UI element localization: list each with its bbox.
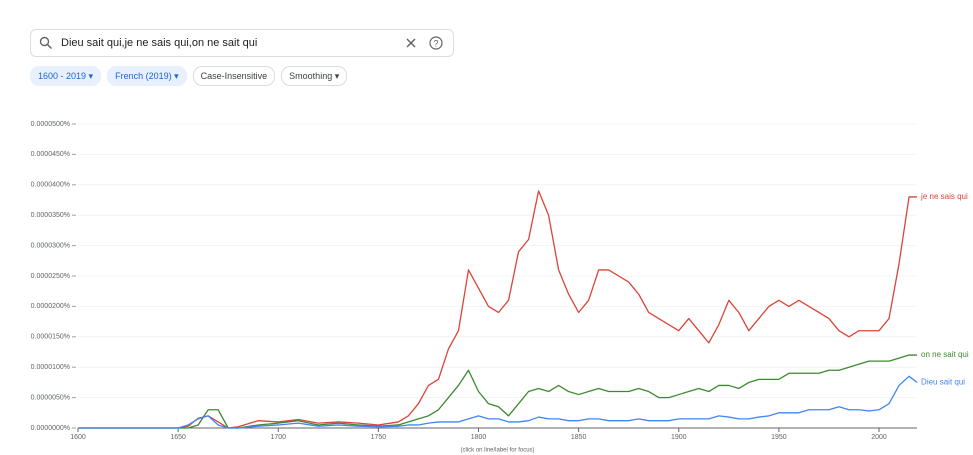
x-tick-label: 1950 bbox=[771, 434, 787, 441]
y-tick-label: 0.0000300% bbox=[31, 242, 70, 249]
filter-label: Case-Insensitive bbox=[200, 71, 268, 81]
x-tick-label: 2000 bbox=[871, 434, 887, 441]
filter-bar: 1600 - 2019 French (2019) Case-Insensitive… bbox=[30, 66, 348, 86]
x-tick-label: 1750 bbox=[371, 434, 387, 441]
filter-chip[interactable]: Smoothing bbox=[281, 66, 348, 86]
y-tick-label: 0.0000000% bbox=[31, 425, 70, 432]
x-tick-label: 1850 bbox=[571, 434, 587, 441]
filter-chip[interactable]: French (2019) bbox=[107, 66, 187, 86]
y-tick-label: 0.0000150% bbox=[31, 334, 70, 341]
filter-label: Smoothing bbox=[289, 71, 339, 81]
search-query[interactable]: Dieu sait qui,je ne sais qui,on ne sait … bbox=[61, 37, 258, 49]
y-tick-label: 0.0000050% bbox=[31, 394, 70, 401]
x-tick-label: 1650 bbox=[170, 434, 186, 441]
filter-chip[interactable]: Case-Insensitive bbox=[192, 66, 276, 86]
series-line bbox=[78, 190, 918, 429]
x-tick-label: 1700 bbox=[270, 434, 286, 441]
y-tick-label: 0.0000250% bbox=[31, 273, 70, 280]
search-icon bbox=[39, 36, 52, 49]
x-tick-label: 1600 bbox=[70, 434, 86, 441]
y-tick-label: 0.0000450% bbox=[31, 151, 70, 158]
search-box[interactable]: Dieu sait qui,je ne sais qui,on ne sait … bbox=[30, 29, 454, 57]
series-label: Dieu sait qui bbox=[921, 378, 965, 387]
y-tick-label: 0.0000400% bbox=[31, 182, 70, 189]
y-tick-label: 0.0000100% bbox=[31, 364, 70, 371]
series-label: je ne sais qui bbox=[920, 192, 968, 201]
series-line bbox=[78, 375, 918, 429]
help-icon[interactable]: ? bbox=[429, 36, 443, 50]
y-tick-label: 0.0000350% bbox=[31, 212, 70, 219]
chart-note: (click on line/label for focus) bbox=[461, 448, 535, 454]
y-tick-label: 0.0000500% bbox=[31, 121, 70, 128]
y-tick-label: 0.0000200% bbox=[31, 303, 70, 310]
svg-text:?: ? bbox=[433, 39, 438, 49]
filter-chip[interactable]: 1600 - 2019 bbox=[30, 66, 102, 86]
clear-icon[interactable] bbox=[405, 37, 417, 49]
x-tick-label: 1800 bbox=[471, 434, 487, 441]
series-label: on ne sait qui bbox=[921, 350, 969, 359]
x-tick-label: 1900 bbox=[671, 434, 687, 441]
series-line bbox=[78, 354, 918, 429]
filter-label: French (2019) bbox=[115, 71, 179, 81]
filter-label: 1600 - 2019 bbox=[38, 71, 93, 81]
